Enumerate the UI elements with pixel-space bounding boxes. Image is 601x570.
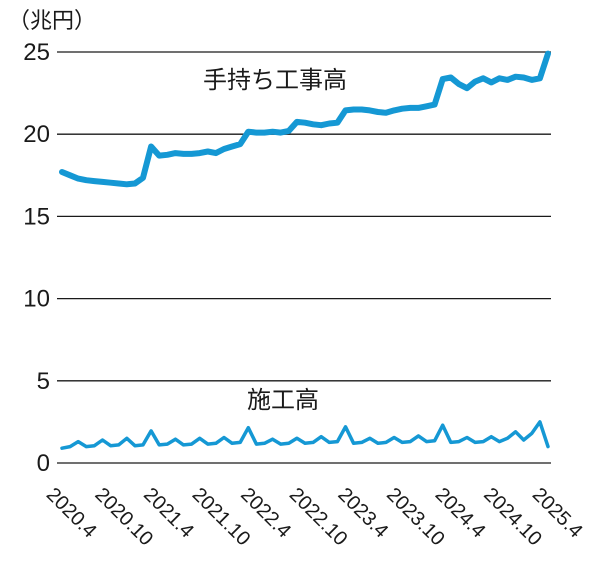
y-tick-label-25: 25 <box>23 39 50 66</box>
y-tick-label-0: 0 <box>37 450 50 477</box>
y-tick-label-20: 20 <box>23 121 50 148</box>
gridlines <box>57 51 551 464</box>
y-tick-label-15: 15 <box>23 203 50 230</box>
y-tick-label-10: 10 <box>23 286 50 313</box>
volume-series-label: 施工高 <box>247 387 319 414</box>
x-axis-tick-labels: 2020.42020.102021.42021.102022.42022.102… <box>42 484 587 551</box>
backlog-line-series <box>59 50 551 188</box>
backlog-series-label: 手持ち工事高 <box>203 67 347 94</box>
x-tick-label-2020.4: 2020.4 <box>42 484 101 543</box>
y-axis-unit-label: （兆円） <box>8 8 96 33</box>
construction-volume-line-series <box>60 420 550 450</box>
y-tick-label-5: 5 <box>37 368 50 395</box>
y-axis-tick-labels: 25 20 15 10 5 0 <box>23 39 50 477</box>
